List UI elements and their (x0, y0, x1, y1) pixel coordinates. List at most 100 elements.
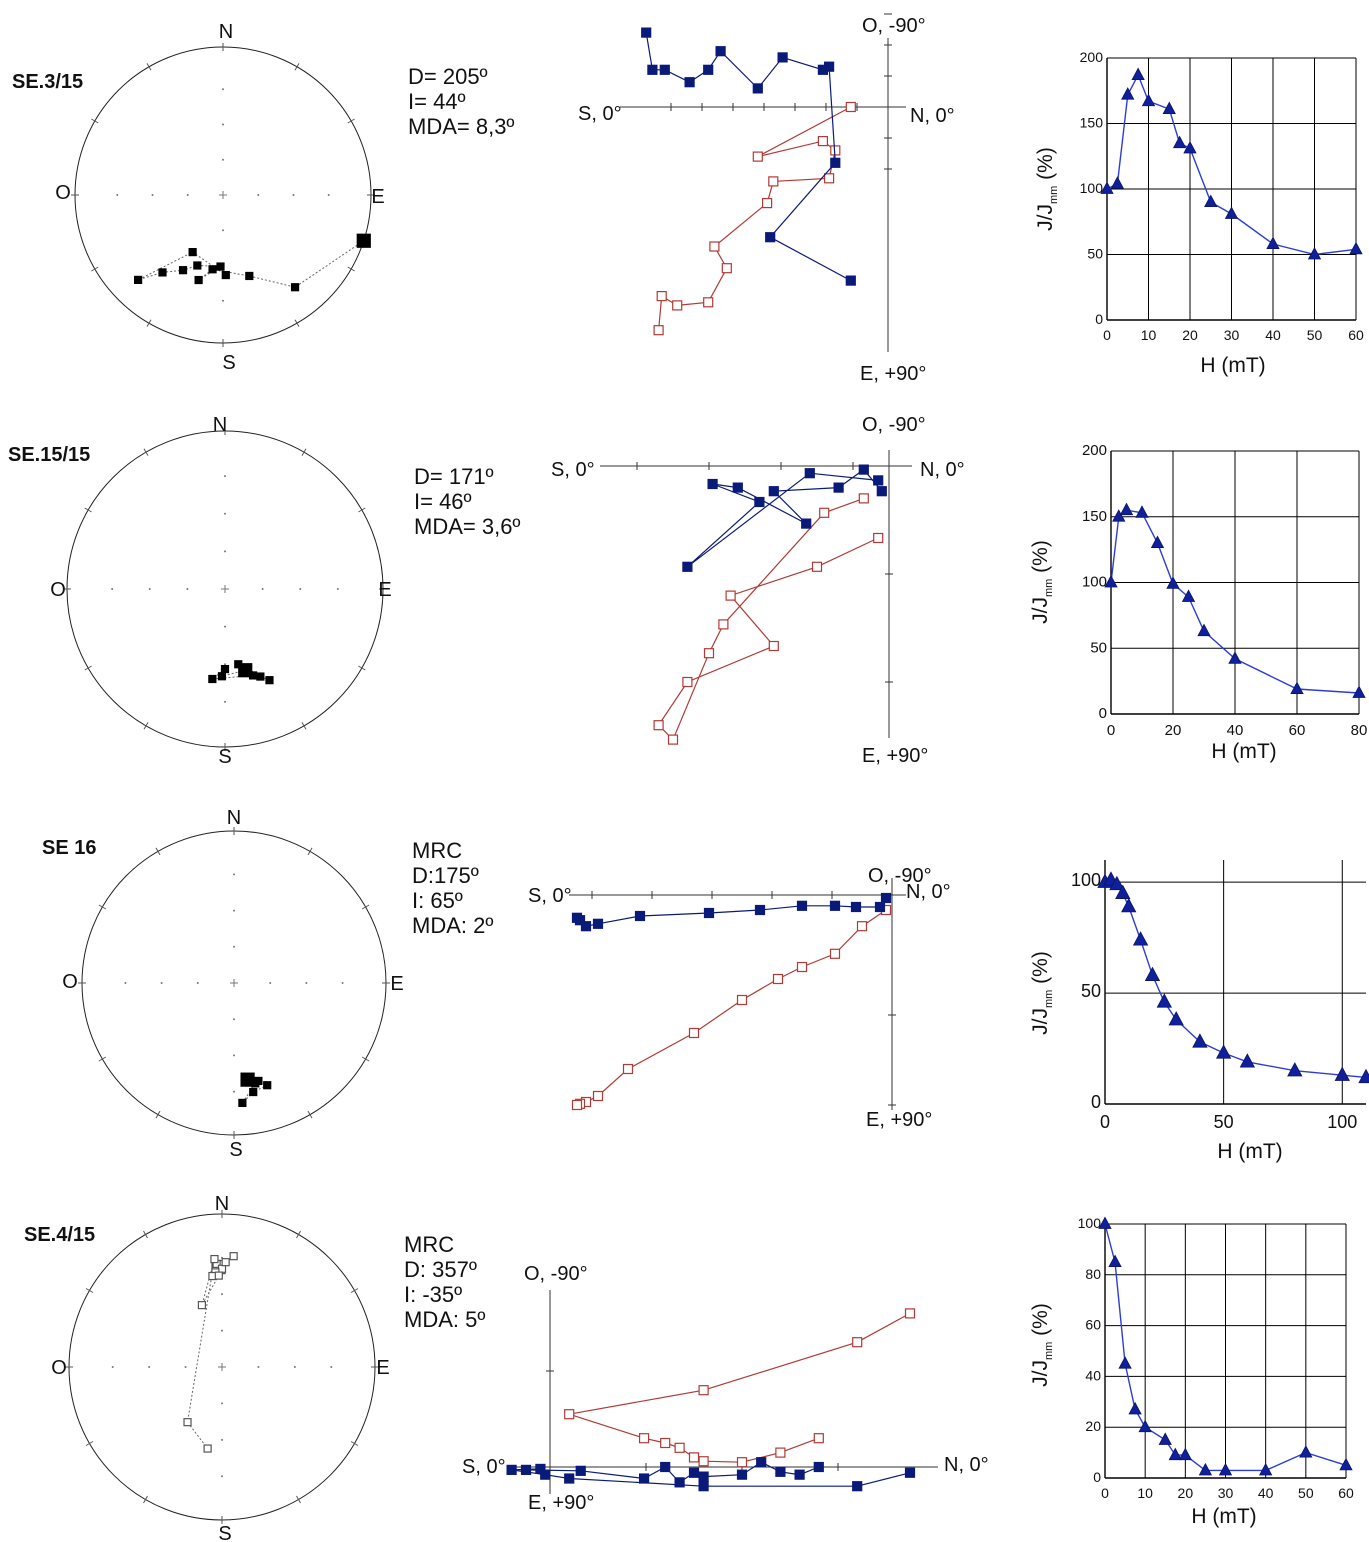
vertical-projection-point (722, 264, 731, 273)
stereonet-grid-dot (197, 982, 199, 984)
stereonet-rim-tick (362, 905, 369, 909)
y-tick-label: 0 (1095, 311, 1103, 327)
stereonet-grid-dot (161, 982, 163, 984)
direction-point (357, 234, 370, 247)
y-tick-label: 60 (1085, 1317, 1101, 1333)
axis-label-left: S, 0° (578, 103, 622, 125)
y-tick-label: 100 (1082, 574, 1107, 591)
y-label-unit: (%) (1034, 147, 1057, 186)
vertical-projection-point (874, 534, 883, 543)
intensity-chart-1: 0 10 20 30 40 50 60 0 50 100 150 200 H (mT) J/Jmm (%) (1034, 49, 1364, 377)
intensity-point (1111, 177, 1123, 188)
vertical-projection-point (657, 292, 666, 301)
direction-point (222, 666, 229, 673)
stereonet-grid-dot (224, 663, 226, 665)
stereonet-grid-dot (185, 1366, 187, 1368)
y-tick-label: 100 (1071, 870, 1101, 890)
stereonet-rim-tick (91, 119, 98, 123)
stereonet-grid-dot (292, 194, 294, 196)
stereonet-grid-dot (330, 1366, 332, 1368)
stereonet-grid-dot (257, 1366, 259, 1368)
horizontal-projection-point (704, 65, 713, 74)
direction-point (235, 661, 242, 668)
horizontal-projection-point (778, 53, 787, 62)
vertical-projection-point (853, 1338, 862, 1347)
vertical-projection-point (624, 1065, 633, 1074)
direction-point (204, 1445, 211, 1452)
stereonet-grid-dot (342, 982, 344, 984)
stereonet-grid-dot (294, 1366, 296, 1368)
horizontal-projection-point (831, 158, 840, 167)
horizontal-projection-point (825, 62, 834, 71)
horizontal-projection-point (733, 483, 742, 492)
intensity-point (1267, 237, 1279, 248)
stereonet-rim-tick (308, 848, 312, 855)
stereonet-grid-dot (328, 194, 330, 196)
intensity-point (1174, 136, 1186, 147)
y-label-main: J/J (1034, 204, 1057, 231)
stereonet-grid-dot (222, 124, 224, 126)
horizontal-projection-point (507, 1465, 516, 1474)
stats-line: I= 46º (414, 489, 472, 514)
direction-point (246, 272, 253, 279)
y-axis-label: J/Jmm (%) (1034, 147, 1060, 231)
compass-north-label: N (215, 1193, 229, 1215)
intensity-point (1159, 1433, 1171, 1444)
x-tick-label: 50 (1298, 1485, 1314, 1501)
vertical-projection-point (738, 996, 747, 1005)
compass-south-label: S (222, 352, 235, 374)
axis-label-bottom: E, +90° (860, 363, 926, 385)
direction-point (250, 672, 257, 679)
x-tick-label: 60 (1289, 722, 1306, 739)
intensity-point (1353, 686, 1365, 697)
stereonet-grid-dot (149, 588, 151, 590)
vertical-projection-point (763, 199, 772, 208)
vertical-projection-point (859, 494, 868, 503)
y-tick-label: 20 (1085, 1418, 1101, 1434)
stereonet-grid-dot (186, 588, 188, 590)
y-axis-label-text: J/Jmm (%) (1029, 951, 1055, 1035)
intensity-point (1226, 207, 1238, 218)
intensity-point (1119, 1357, 1131, 1368)
intensity-point (1157, 994, 1171, 1007)
stereonet-rim-tick (358, 508, 365, 512)
y-tick-label: 80 (1085, 1266, 1101, 1282)
intensity-point (1205, 195, 1217, 206)
stereonet-grid-dot (233, 910, 235, 912)
horizontal-projection-point (769, 487, 778, 496)
vertical-projection-point (831, 949, 840, 958)
direction-point (222, 272, 229, 279)
direction-point (218, 673, 225, 680)
vertical-projection-point (683, 678, 692, 687)
axis-label-right: N, 0° (944, 1454, 989, 1476)
vertical-projection-point (594, 1092, 603, 1101)
y-tick-label: 200 (1080, 49, 1104, 65)
vertical-projection-point (906, 1309, 915, 1318)
stereonet-grid-dot (269, 982, 271, 984)
stereonet-rim-tick (144, 722, 148, 729)
stats-line: D: 357º (404, 1257, 477, 1282)
stereonet-grid-dot (262, 588, 264, 590)
intensity-point (1139, 1421, 1151, 1432)
compass-east-label: E (371, 186, 384, 208)
direction-point (195, 277, 202, 284)
stereonet-grid-dot (257, 194, 259, 196)
intensity-point (1229, 652, 1241, 663)
intensity-chart-3: 0 50 100 0 50 100 H (mT) J/Jmm (%) (1029, 860, 1369, 1163)
y-tick-label: 0 (1099, 705, 1107, 722)
direction-point (266, 677, 273, 684)
horizontal-projection-point (738, 1470, 747, 1479)
x-tick-label: 10 (1141, 327, 1157, 343)
intensity-chart-2: 0 20 40 60 80 0 50 100 150 200 H (mT) J/Jmm (%) (1029, 442, 1367, 763)
zijderveld-3: O, -90°E, +90°S, 0° N, 0° (528, 865, 951, 1131)
stereonet-rim-tick (348, 119, 355, 123)
compass-west-label: O (62, 971, 78, 993)
stereonet-rim-tick (85, 666, 92, 670)
direction-point (222, 1259, 229, 1266)
compass-east-label: E (378, 579, 391, 601)
horizontal-projection-point (766, 233, 775, 242)
stats-line: MDA= 3,6º (414, 514, 520, 539)
stereonet-grid-dot (233, 946, 235, 948)
vertical-projection-point (753, 152, 762, 161)
horizontal-projection-point (642, 28, 651, 37)
